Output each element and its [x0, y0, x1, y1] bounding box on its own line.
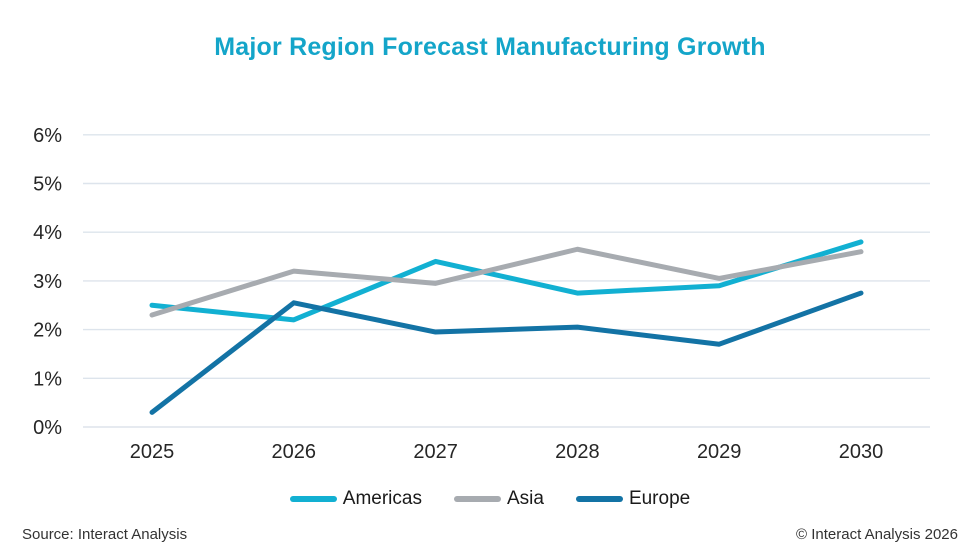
y-axis-tick-6%: 6%: [33, 125, 62, 147]
legend-line-marker-asia: [453, 496, 501, 502]
legend-label-asia: Asia: [506, 488, 544, 509]
x-axis-tick-2026: 2026: [272, 441, 317, 463]
legend-label-europe: Europe: [628, 488, 691, 509]
x-axis-tick-2029: 2029: [697, 441, 742, 463]
y-axis-tick-3%: 3%: [33, 271, 62, 293]
chart-title: Major Region Forecast Manufacturing Grow…: [214, 33, 766, 61]
series-line-europe: [149, 290, 864, 415]
legend-item-europe: Europe: [575, 488, 691, 510]
legend-line-marker-americas: [289, 496, 337, 502]
legend-item-asia: Asia: [453, 488, 544, 510]
legend-item-americas: Americas: [289, 488, 422, 510]
line-chart-canvas: 0% 1% 2% 3% 4% 5% 6% 2025 2026 2027 2028 2029 2030: [33, 125, 930, 463]
x-axis-tick-2025: 2025: [130, 441, 175, 463]
y-axis-tick-0%: 0%: [33, 417, 62, 439]
series-line-americas: [149, 239, 864, 323]
x-axis-tick-2030: 2030: [839, 441, 884, 463]
y-axis-tick-5%: 5%: [33, 174, 62, 196]
y-axis-tick-1%: 1%: [33, 368, 62, 390]
series-line-asia: [149, 246, 864, 318]
y-axis-tick-4%: 4%: [33, 222, 62, 244]
x-axis-tick-2027: 2027: [413, 441, 458, 463]
legend: Americas Asia Europe: [0, 488, 980, 510]
copyright-note: © Interact Analysis 2026: [796, 526, 958, 543]
x-axis-tick-2028: 2028: [555, 441, 600, 463]
source-note: Source: Interact Analysis: [22, 526, 188, 543]
legend-line-marker-europe: [575, 496, 623, 502]
y-axis-tick-2%: 2%: [33, 320, 62, 342]
legend-label-americas: Americas: [342, 488, 422, 509]
